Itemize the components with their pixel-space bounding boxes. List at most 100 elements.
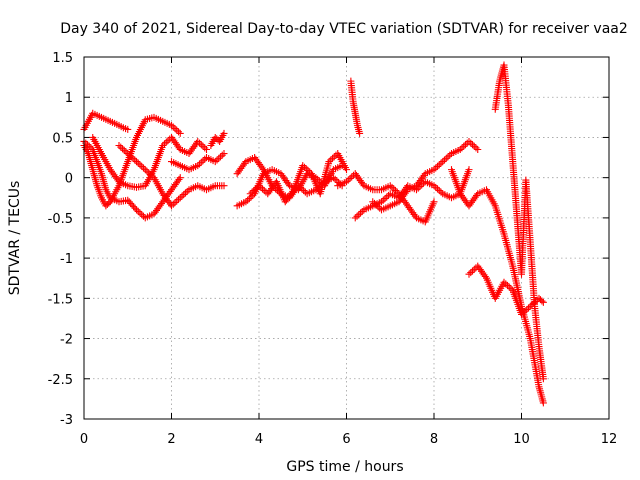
data-point [460, 142, 468, 150]
data-point [430, 198, 438, 206]
data-point [502, 280, 510, 288]
data-point [465, 137, 473, 145]
data-point [258, 164, 266, 172]
y-tick-label: -1.5 [48, 292, 73, 307]
y-tick-label: 0.5 [52, 131, 73, 146]
data-point [344, 176, 352, 184]
data-point [138, 211, 146, 219]
data-point [388, 183, 396, 191]
data-point [465, 270, 473, 278]
data-point [523, 306, 531, 314]
data-point [521, 307, 529, 315]
data-point [298, 185, 306, 193]
data-point [169, 123, 177, 131]
data-point [213, 156, 221, 164]
data-point [197, 141, 205, 149]
data-point [371, 199, 378, 207]
data-point [176, 194, 184, 202]
data-point [211, 158, 219, 166]
data-point [255, 182, 263, 190]
data-point [145, 169, 153, 177]
data-point [176, 129, 184, 137]
data-point [173, 126, 181, 134]
data-point [304, 166, 312, 174]
data-point [441, 156, 448, 164]
data-point [115, 141, 123, 149]
data-point [432, 164, 440, 172]
data-point [300, 187, 308, 195]
data-point [168, 121, 175, 129]
data-point [538, 297, 546, 305]
data-point [176, 174, 184, 182]
data-point [127, 199, 135, 207]
data-point [257, 183, 265, 191]
data-point [381, 195, 389, 203]
data-point [180, 191, 188, 199]
data-point [301, 188, 309, 196]
data-point [131, 156, 139, 164]
data-point [134, 159, 142, 167]
data-point [331, 175, 339, 183]
data-point [138, 162, 146, 170]
data-point [140, 212, 147, 220]
data-point [201, 144, 209, 152]
data-point [329, 174, 337, 182]
y-tick-label: -1 [60, 252, 73, 267]
data-point [379, 196, 387, 204]
series-arc-a [80, 109, 132, 133]
data-point [175, 175, 183, 183]
y-tick-label: -3 [60, 413, 73, 428]
data-point [85, 142, 93, 150]
data-point [125, 198, 133, 206]
data-point [117, 143, 125, 151]
data-point [462, 141, 469, 149]
data-point [124, 125, 132, 133]
data-point [127, 153, 135, 161]
data-point [119, 145, 126, 153]
x-tick-label: 6 [342, 432, 350, 447]
data-point [469, 141, 476, 149]
data-point [168, 202, 175, 210]
y-tick-label: 1.5 [52, 51, 73, 66]
data-point [333, 177, 341, 185]
data-points [80, 61, 547, 407]
data-point [164, 137, 172, 145]
data-point [351, 214, 359, 222]
data-point [131, 204, 139, 212]
data-point [500, 278, 508, 286]
data-point [246, 190, 254, 198]
x-tick-label: 4 [255, 432, 263, 447]
data-point [199, 157, 207, 165]
data-point [301, 163, 308, 171]
data-point [259, 185, 266, 193]
data-point [248, 188, 256, 196]
data-point [220, 150, 228, 158]
data-point [378, 198, 385, 206]
data-point [147, 170, 154, 178]
data-point [244, 196, 252, 204]
data-point [505, 283, 513, 291]
data-point [171, 125, 179, 133]
x-tick-label: 0 [80, 432, 88, 447]
data-point [432, 183, 440, 191]
data-point [196, 139, 203, 147]
data-point [446, 151, 454, 159]
data-point [126, 151, 133, 159]
data-point [355, 211, 363, 219]
data-point [133, 206, 140, 214]
data-point [330, 153, 338, 161]
data-point [215, 154, 223, 162]
data-point [173, 197, 181, 205]
data-point [128, 201, 136, 209]
data-point [220, 129, 228, 137]
data-point [203, 146, 210, 154]
data-point [437, 188, 445, 196]
series-arc-q [491, 61, 547, 383]
data-point [329, 154, 336, 162]
data-point [124, 196, 132, 204]
data-point [245, 195, 253, 203]
data-point [136, 161, 144, 169]
data-point [220, 182, 228, 190]
data-point [218, 151, 226, 159]
plot-frame [83, 56, 610, 420]
